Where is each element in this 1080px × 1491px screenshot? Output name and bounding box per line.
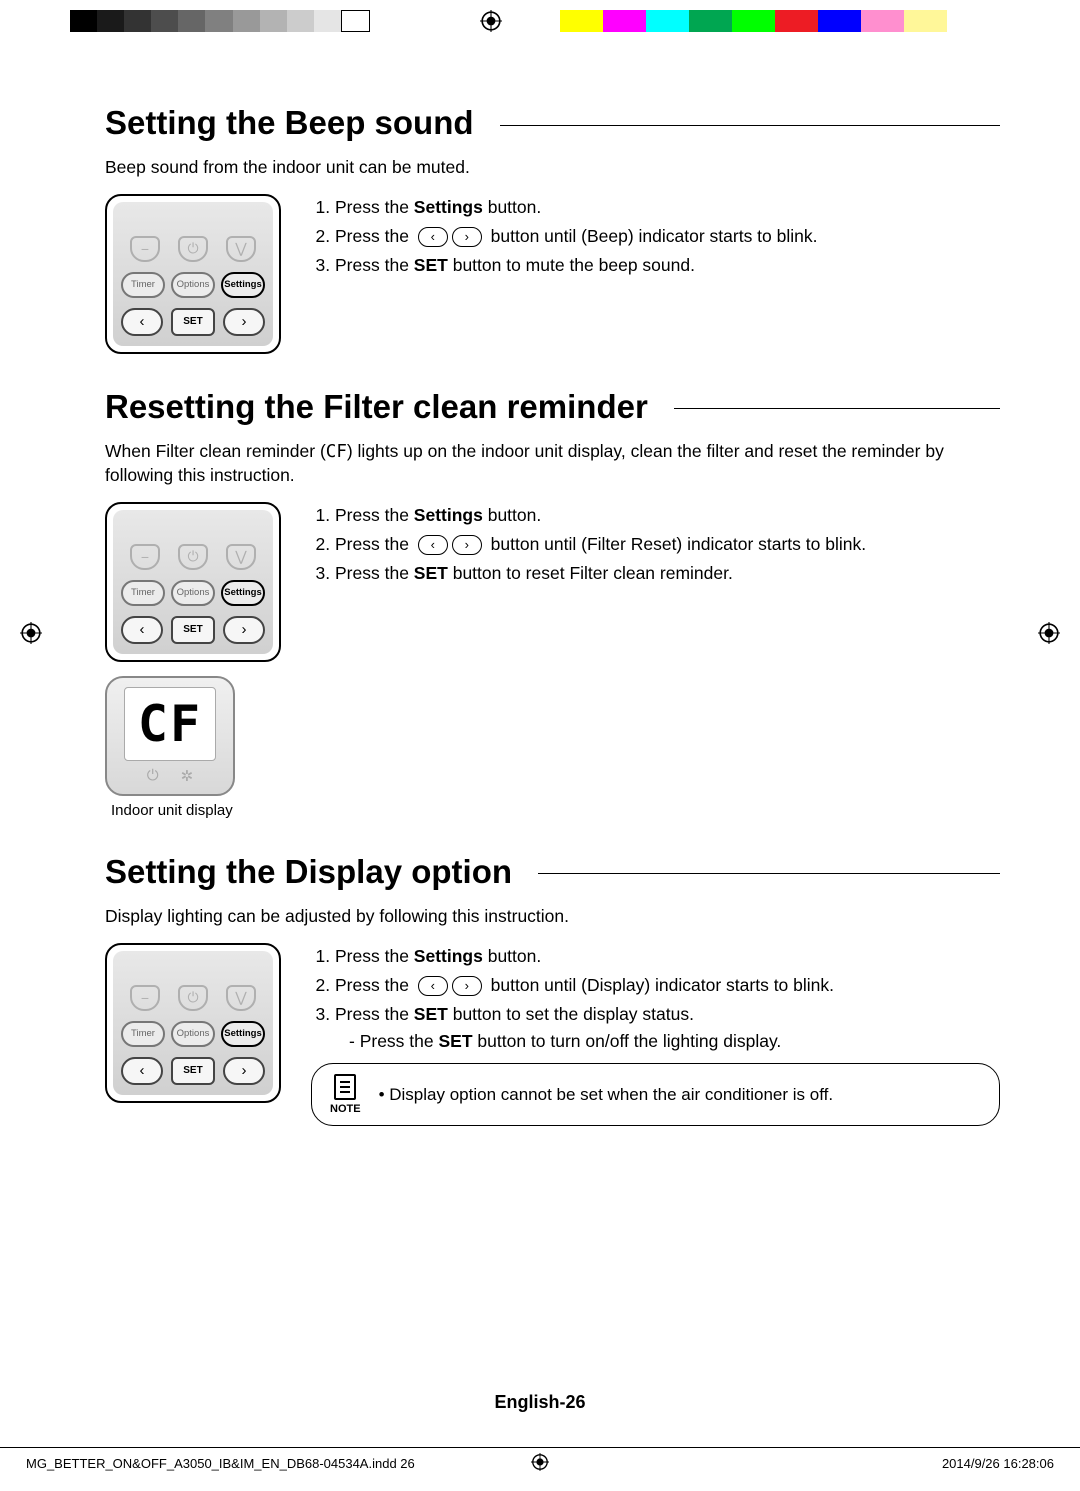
indoor-display-label: Indoor unit display bbox=[111, 802, 285, 819]
section3-title-text: Setting the Display option bbox=[105, 853, 512, 891]
section1-intro: Beep sound from the indoor unit can be m… bbox=[105, 156, 1000, 180]
color-strip bbox=[560, 10, 990, 32]
section2-title: Resetting the Filter clean reminder bbox=[105, 388, 1000, 426]
imprint-bar: MG_BETTER_ON&OFF_A3050_IB&IM_EN_DB68-045… bbox=[0, 1447, 1080, 1471]
remote-figure: −⏻⋁ Timer Options Settings ‹ SET › bbox=[105, 502, 281, 662]
options-button: Options bbox=[171, 272, 215, 298]
section2-step2: Press the ‹› button until (Filter Reset)… bbox=[335, 531, 866, 558]
section1-step2: Press the ‹› button until (Beep) indicat… bbox=[335, 223, 818, 250]
section3-title: Setting the Display option bbox=[105, 853, 1000, 891]
set-button: SET bbox=[171, 308, 215, 336]
settings-button: Settings bbox=[221, 272, 265, 298]
section1-title: Setting the Beep sound bbox=[105, 104, 1000, 142]
cf-display: CF bbox=[124, 687, 216, 761]
section2-step3: Press the SET button to reset Filter cle… bbox=[335, 560, 866, 587]
imprint-date: 2014/9/26 16:28:06 bbox=[942, 1456, 1054, 1471]
section1-steps: Press the Settings button. Press the ‹› … bbox=[311, 194, 818, 354]
registration-mark-top bbox=[480, 10, 502, 32]
registration-mark-bottom bbox=[531, 1453, 549, 1474]
section3-steps: Press the Settings button. Press the ‹› … bbox=[311, 943, 1000, 1056]
right-arrow-button: › bbox=[223, 308, 265, 336]
section1-title-text: Setting the Beep sound bbox=[105, 104, 474, 142]
section2-title-text: Resetting the Filter clean reminder bbox=[105, 388, 648, 426]
section3-intro: Display lighting can be adjusted by foll… bbox=[105, 905, 1000, 929]
section3-substep: - Press the SET button to turn on/off th… bbox=[349, 1028, 1000, 1055]
section2-steps: Press the Settings button. Press the ‹› … bbox=[311, 502, 866, 819]
section3-step3: Press the SET button to set the display … bbox=[335, 1001, 1000, 1055]
left-arrow-button: ‹ bbox=[121, 308, 163, 336]
title-rule bbox=[500, 125, 1000, 126]
page-content: Setting the Beep sound Beep sound from t… bbox=[105, 100, 1000, 1132]
section1-step1: Press the Settings button. bbox=[335, 194, 818, 221]
arrow-buttons-inline: ‹› bbox=[418, 227, 482, 247]
section1-step3: Press the SET button to mute the beep so… bbox=[335, 252, 818, 279]
page-number: English-26 bbox=[0, 1392, 1080, 1413]
grayscale-strip bbox=[70, 10, 370, 32]
imprint-file: MG_BETTER_ON&OFF_A3050_IB&IM_EN_DB68-045… bbox=[26, 1456, 415, 1471]
section2-intro: When Filter clean reminder (CF) lights u… bbox=[105, 440, 1000, 488]
remote-figure: −⏻⋁ Timer Options Settings ‹ SET › bbox=[105, 943, 281, 1103]
registration-mark-right bbox=[1038, 622, 1060, 644]
registration-mark-left bbox=[20, 622, 42, 644]
remote-figure: −⏻⋁ Timer Options Settings ‹ SET › bbox=[105, 194, 281, 354]
section2-step1: Press the Settings button. bbox=[335, 502, 866, 529]
indoor-display-figure: CF ⏻✲ bbox=[105, 676, 235, 796]
note-label: NOTE bbox=[330, 1103, 361, 1115]
note-box: NOTE Display option cannot be set when t… bbox=[311, 1063, 1000, 1126]
timer-button: Timer bbox=[121, 272, 165, 298]
note-text: Display option cannot be set when the ai… bbox=[379, 1085, 834, 1105]
section3-step2: Press the ‹› button until (Display) indi… bbox=[335, 972, 1000, 999]
note-icon bbox=[334, 1074, 356, 1100]
section3-step1: Press the Settings button. bbox=[335, 943, 1000, 970]
